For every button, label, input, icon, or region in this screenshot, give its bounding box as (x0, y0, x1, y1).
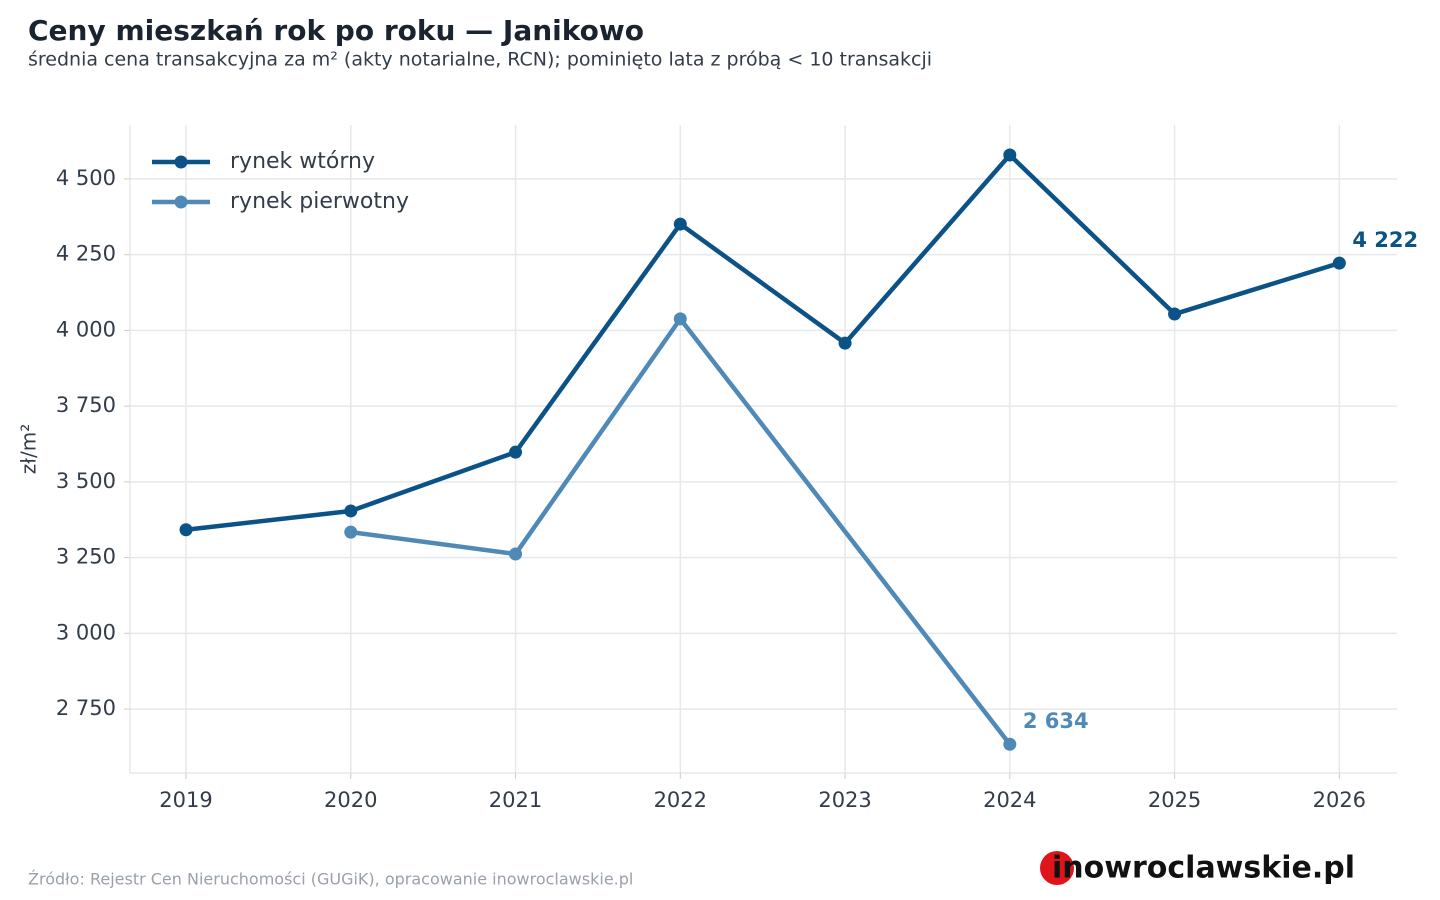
y-tick-label: 4 500 (56, 166, 116, 190)
source-note: Źródło: Rejestr Cen Nieruchomości (GUGiK… (28, 870, 633, 889)
y-tick-label: 2 750 (56, 696, 116, 720)
x-tick-label: 2021 (489, 788, 542, 812)
series-line (350, 316, 1012, 746)
x-tick-label: 2022 (654, 788, 707, 812)
y-tick-label: 3 500 (56, 469, 116, 493)
y-axis-label: zł/m² (17, 424, 41, 474)
y-tick-label: 3 750 (56, 393, 116, 417)
x-tick-label: 2024 (983, 788, 1036, 812)
data-point (509, 547, 523, 561)
series-line (185, 152, 1340, 532)
data-point (1003, 737, 1017, 751)
data-point (1003, 148, 1017, 162)
legend-label: rynek wtórny (230, 149, 375, 174)
legend-marker (174, 195, 188, 209)
data-label: 2 634 (1023, 709, 1089, 733)
data-point (673, 217, 687, 231)
x-tick-label: 2020 (324, 788, 377, 812)
logo: inowroclawskie.pl (1052, 851, 1355, 886)
y-tick-label: 4 250 (56, 242, 116, 266)
x-tick-label: 2026 (1313, 788, 1366, 812)
y-tick-label: 3 250 (56, 545, 116, 569)
data-point (509, 445, 523, 459)
data-point (344, 525, 358, 539)
y-tick-label: 3 000 (56, 620, 116, 644)
x-tick-label: 2025 (1148, 788, 1201, 812)
data-point (1332, 256, 1346, 270)
x-tick-label: 2019 (159, 788, 212, 812)
data-label: 4 222 (1352, 228, 1418, 252)
data-point (179, 523, 193, 537)
chart-title: Ceny mieszkań rok po roku — Janikowo (28, 14, 644, 47)
data-point (344, 504, 358, 518)
x-tick-label: 2023 (818, 788, 871, 812)
data-point (838, 336, 852, 350)
y-tick-label: 4 000 (56, 317, 116, 341)
data-point (673, 312, 687, 326)
legend-marker (174, 155, 188, 169)
logo-dot (1040, 851, 1074, 885)
data-point (1168, 307, 1182, 321)
legend-label: rynek pierwotny (230, 189, 409, 214)
chart-subtitle: średnia cena transakcyjna za m² (akty no… (28, 49, 932, 71)
